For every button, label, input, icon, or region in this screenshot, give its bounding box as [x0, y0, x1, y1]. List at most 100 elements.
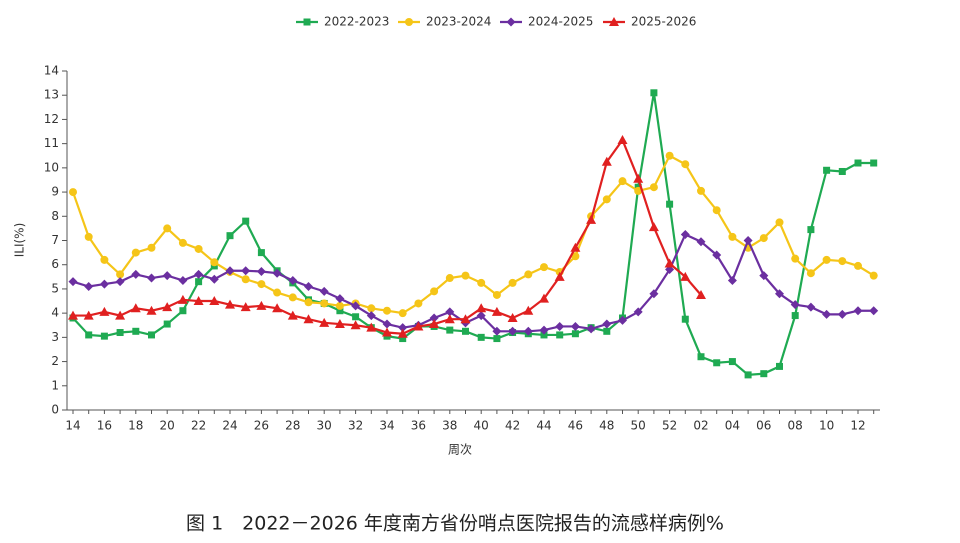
marker [194, 269, 204, 279]
marker [445, 274, 454, 283]
marker [429, 313, 439, 323]
marker [476, 303, 487, 313]
y-tick-label: 4 [51, 306, 59, 320]
marker [85, 331, 93, 339]
marker [508, 326, 518, 336]
marker [571, 252, 580, 261]
marker [508, 278, 517, 287]
marker [69, 188, 77, 197]
marker [398, 323, 408, 333]
marker [303, 314, 314, 324]
x-tick-label: 08 [788, 419, 803, 433]
marker [83, 310, 94, 320]
legend-label: 2025-2026 [631, 15, 696, 29]
marker [461, 271, 470, 280]
marker [84, 282, 94, 292]
marker [618, 315, 627, 325]
marker [838, 167, 846, 175]
y-tick-label: 9 [51, 185, 59, 199]
x-tick-label: 28 [285, 419, 300, 433]
marker [823, 166, 831, 174]
marker [147, 243, 156, 252]
x-tick-label: 12 [850, 419, 865, 433]
marker [523, 326, 533, 336]
series-line [72, 232, 874, 333]
marker [491, 306, 502, 316]
marker [257, 249, 265, 257]
y-tick-label: 7 [51, 233, 59, 247]
legend-label: 2024-2025 [528, 15, 593, 29]
x-tick-label: 24 [222, 419, 237, 433]
marker [477, 278, 486, 287]
marker [476, 311, 486, 321]
x-tick-label: 04 [725, 419, 740, 433]
marker [446, 326, 454, 334]
marker [586, 324, 596, 334]
marker [148, 331, 155, 339]
x-tick-label: 32 [348, 419, 363, 433]
marker [822, 255, 831, 264]
marker [99, 279, 109, 289]
marker [352, 313, 360, 321]
y-tick-label: 11 [44, 136, 59, 150]
marker [445, 307, 455, 317]
marker [163, 320, 171, 328]
legend-label: 2022-2023 [324, 15, 389, 29]
marker [539, 325, 549, 335]
y-axis-title: ILI(%) [13, 223, 27, 258]
marker [696, 289, 706, 299]
marker [399, 335, 407, 343]
x-tick-label: 26 [254, 419, 269, 433]
marker [194, 244, 203, 253]
marker [540, 331, 548, 339]
x-tick-label: 38 [442, 419, 457, 433]
marker [697, 353, 705, 361]
marker [226, 232, 234, 240]
marker [413, 321, 424, 331]
marker [179, 307, 187, 315]
marker [492, 326, 502, 336]
marker [256, 300, 267, 310]
marker [146, 305, 157, 315]
marker [609, 17, 619, 26]
marker [178, 275, 188, 285]
marker [806, 302, 816, 312]
marker [666, 200, 674, 208]
y-tick-label: 2 [51, 354, 59, 368]
x-tick-label: 40 [474, 419, 489, 433]
marker [681, 160, 690, 169]
marker [603, 327, 611, 335]
x-tick-label: 16 [97, 419, 112, 433]
y-tick-label: 3 [51, 330, 59, 344]
marker [665, 151, 674, 160]
marker [650, 89, 658, 97]
marker [854, 159, 862, 167]
marker [507, 312, 518, 322]
marker [257, 280, 266, 289]
y-tick-label: 5 [51, 281, 59, 295]
marker [240, 302, 251, 312]
marker [539, 293, 549, 303]
marker [791, 254, 800, 263]
marker [806, 269, 815, 278]
marker [571, 330, 579, 338]
marker [556, 331, 564, 339]
marker [319, 286, 329, 296]
marker [430, 287, 439, 296]
marker [241, 275, 250, 284]
marker [837, 309, 847, 319]
marker [697, 186, 705, 195]
marker [462, 327, 469, 335]
marker [130, 303, 141, 313]
x-tick-label: 34 [379, 419, 394, 433]
x-tick-label: 10 [819, 419, 834, 433]
marker [853, 306, 863, 316]
marker [775, 218, 784, 227]
marker [680, 271, 691, 281]
marker [570, 321, 580, 331]
x-tick-label: 42 [505, 419, 520, 433]
marker [147, 273, 156, 283]
marker [713, 359, 721, 367]
marker [492, 290, 501, 299]
